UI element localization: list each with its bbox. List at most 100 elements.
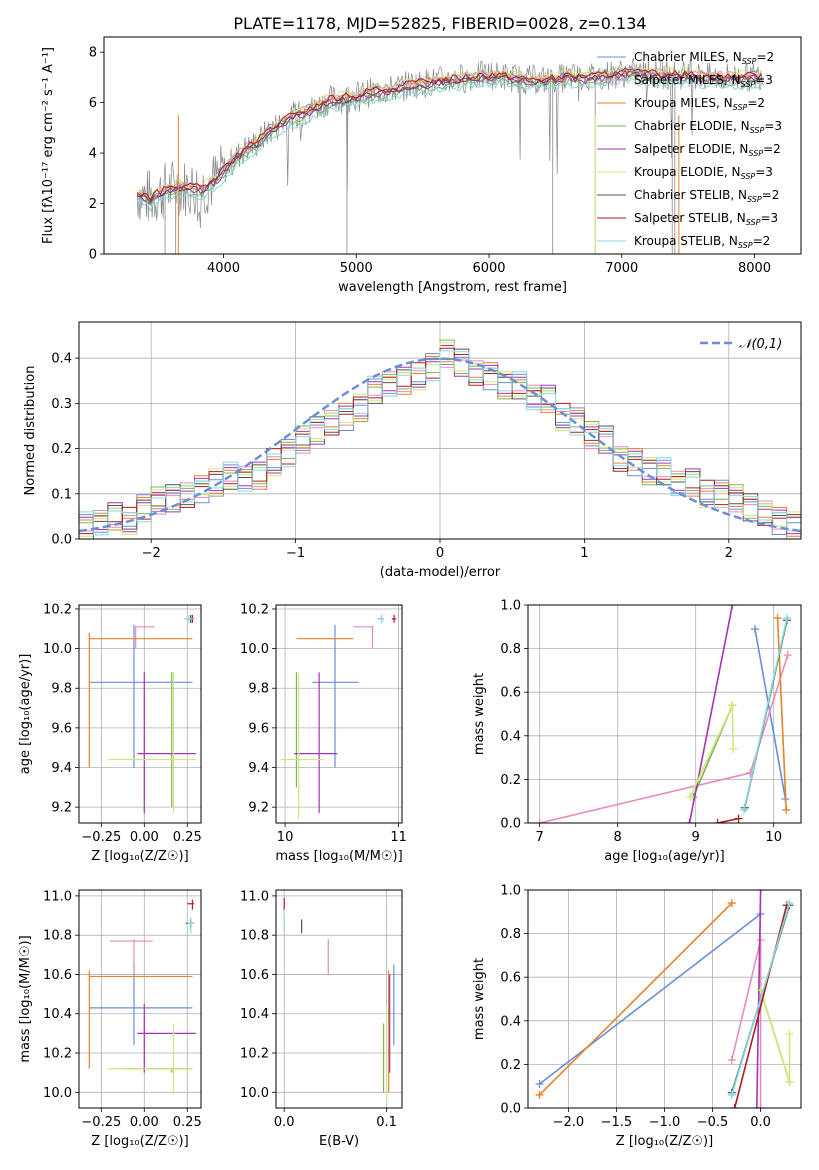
axes-frame	[78, 604, 202, 824]
x-axis-label: wavelength [Angstrom, rest frame]	[338, 280, 567, 295]
legend-label: 𝒩(0,1)	[739, 337, 782, 352]
y-axis-label: Normed distribution	[23, 366, 38, 496]
normal-curve	[79, 357, 801, 533]
y-tick-label: 0.3	[51, 397, 72, 412]
panel-6: −0.25 0.00 0.25 10.0 10.2 10.4 10.6 10.8 11.0 Z […	[18, 889, 202, 1149]
y-tick-label: 9.6	[248, 721, 269, 736]
x-tick-label: 7	[536, 830, 544, 845]
y-tick-label: 10.0	[240, 642, 269, 657]
y-tick-label: 0.0	[500, 817, 521, 832]
x-tick-label: −0.5	[697, 1115, 729, 1130]
axes-frame	[527, 889, 802, 1109]
x-axis-label: Z [log₁₀(Z/Z☉)]	[91, 1134, 188, 1149]
legend-label: Salpeter MILES, NSSP=3	[634, 73, 773, 89]
weight-marker	[752, 1104, 761, 1108]
weight-line-chabrier-miles	[539, 913, 762, 1085]
panel-5: 7 8 9 10 0.0 0.2 0.4 0.6 0.8 1.0 age [log₁₀(age/yr…	[472, 599, 802, 864]
x-tick-label: 0.00	[130, 830, 159, 845]
y-axis-label: mass weight	[472, 958, 487, 1040]
x-tick-label: −1.5	[601, 1115, 633, 1130]
figure-title: PLATE=1178, MJD=52825, FIBERID=0028, z=0…	[233, 14, 646, 33]
y-tick-label: 0.4	[500, 1014, 521, 1029]
x-tick-label: 0.0	[750, 1115, 771, 1130]
weight-marker	[740, 805, 749, 814]
y-tick-label: 10.8	[43, 929, 72, 944]
y-tick-label: 0.2	[500, 1058, 521, 1073]
weight-marker	[756, 1104, 765, 1108]
y-tick-label: 10.2	[43, 602, 72, 617]
x-tick-label: −0.25	[81, 1115, 121, 1130]
weight-marker	[729, 744, 738, 753]
panel-3: −0.25 0.00 0.25 9.2 9.4 9.6 9.8 10.0 10.2 Z [log₁…	[18, 602, 202, 864]
panel-8: −2.0 −1.5 −1.0 −0.5 0.0 0.0 0.2 0.4 0.6 0.8 1.0 Z […	[472, 884, 802, 1149]
y-tick-label: 2	[89, 197, 97, 212]
x-tick-label: 5000	[340, 261, 373, 276]
y-tick-label: 4	[89, 147, 97, 162]
legend-label: Salpeter ELODIE, NSSP=2	[634, 142, 781, 158]
y-tick-label: 10.0	[43, 642, 72, 657]
panel-2: −2 −1 0 1 2 0.0 0.1 0.2 0.3 0.4 (data-model)/error…	[23, 321, 802, 580]
x-axis-label: mass [log₁₀(M/M☉)]	[275, 849, 402, 864]
weight-marker	[785, 899, 794, 908]
panel-7: 0.0 0.1 10.0 10.2 10.4 10.6 10.8 11.0 E(B-V)	[240, 889, 403, 1149]
weight-marker	[756, 890, 765, 894]
y-tick-label: 10.8	[240, 929, 269, 944]
legend-label: Kroupa MILES, NSSP=2	[634, 96, 765, 112]
y-tick-label: 0.1	[51, 487, 72, 502]
y-tick-label: 0.6	[500, 971, 521, 986]
weight-marker	[728, 701, 737, 710]
y-tick-label: 10.2	[240, 1047, 269, 1062]
x-tick-label: 0.25	[173, 1115, 202, 1130]
weight-line-salpeter-miles	[539, 654, 789, 823]
x-tick-label: 4000	[207, 261, 240, 276]
x-tick-label: 1	[580, 546, 588, 561]
weight-line-kroupa-miles	[538, 902, 733, 1096]
y-tick-label: 0.8	[500, 642, 521, 657]
weight-line-kroupa-stelib	[743, 617, 788, 811]
y-tick-label: 0.6	[500, 686, 521, 701]
weight-line-salpeter-elodie	[688, 605, 734, 823]
y-tick-label: 0.0	[500, 1102, 521, 1117]
histogram-kroupa-stelib	[79, 350, 801, 539]
weight-marker	[782, 614, 791, 623]
model-spectrum-salpeter-stelib	[136, 67, 762, 202]
x-axis-label: Z [log₁₀(Z/Z☉)]	[91, 849, 188, 864]
y-tick-label: 10.4	[43, 1007, 72, 1022]
y-tick-label: 10.4	[240, 1007, 269, 1022]
weight-line-salpeter-stelib	[717, 817, 739, 823]
x-tick-label: 11	[390, 830, 407, 845]
spectrum-lines	[136, 57, 764, 254]
x-tick-label: 8	[614, 830, 622, 845]
weight-marker	[782, 805, 791, 814]
x-tick-label: 2	[725, 546, 733, 561]
legend-label: Kroupa ELODIE, NSSP=3	[634, 165, 773, 181]
error-bars	[283, 897, 395, 1103]
x-tick-label: 10	[277, 830, 294, 845]
y-tick-label: 9.8	[51, 682, 72, 697]
y-axis-label: Flux [fλ10⁻¹⁷ erg cm⁻² s⁻¹ A⁻¹]	[41, 47, 56, 244]
x-axis-label: Z [log₁₀(Z/Z☉)]	[616, 1134, 713, 1149]
weight-marker	[783, 651, 792, 660]
y-tick-label: 9.2	[248, 801, 269, 816]
legend-label: Chabrier STELIB, NSSP=2	[634, 188, 779, 204]
panel-4: 10 11 9.2 9.4 9.6 9.8 10.0 10.2 mass [log₁₀(M/M☉…	[240, 602, 407, 864]
legend-label: Chabrier ELODIE, NSSP=3	[634, 119, 782, 135]
weight-marker	[685, 819, 694, 823]
y-tick-label: 9.4	[51, 761, 72, 776]
error-bars	[88, 899, 196, 1095]
weight-marker	[734, 814, 743, 823]
x-tick-label: 0.1	[376, 1115, 397, 1130]
y-tick-label: 10.6	[240, 968, 269, 983]
weight-line-kroupa-elodie	[689, 704, 734, 798]
legend-label: Chabrier MILES, NSSP=2	[634, 50, 774, 66]
y-tick-label: 0.4	[51, 352, 72, 367]
x-tick-label: −0.25	[81, 830, 121, 845]
x-tick-label: −2	[142, 546, 161, 561]
x-tick-label: −1.0	[649, 1115, 681, 1130]
weight-marker	[535, 1080, 544, 1089]
model-spectrum-kroupa-stelib	[136, 77, 762, 213]
model-spectrum-kroupa-elodie	[137, 66, 762, 198]
y-tick-label: 11.0	[240, 889, 269, 904]
x-tick-label: 0	[436, 546, 444, 561]
